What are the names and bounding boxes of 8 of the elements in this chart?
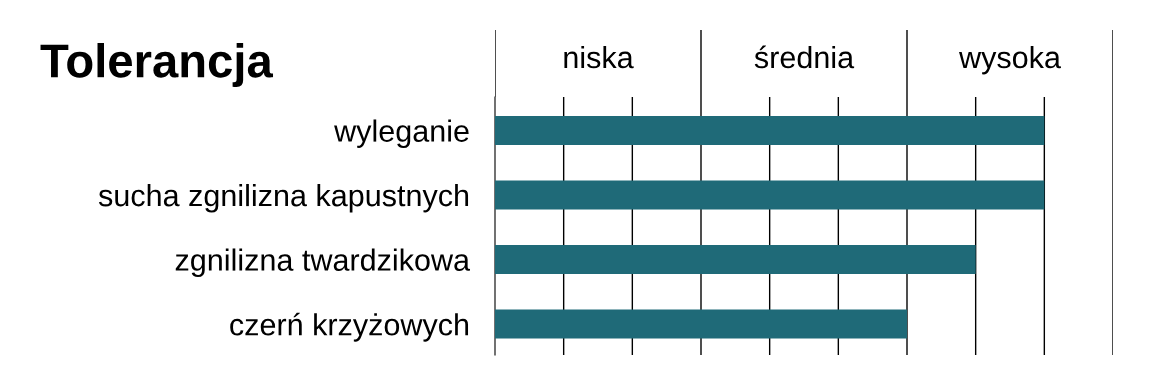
y-tick-label: czerń krzyżowych [230, 312, 469, 342]
y-tick-label: wyleganie [334, 119, 469, 148]
chart-title: Tolerancja [40, 42, 274, 88]
text: niska [564, 45, 634, 69]
text: wysoka [959, 45, 1061, 75]
y-tick-label: sucha zgnilizna kapustnych [98, 183, 469, 213]
text: średnia [754, 45, 855, 69]
y-tick-label: zgnilizna twardzikowa [175, 248, 471, 277]
